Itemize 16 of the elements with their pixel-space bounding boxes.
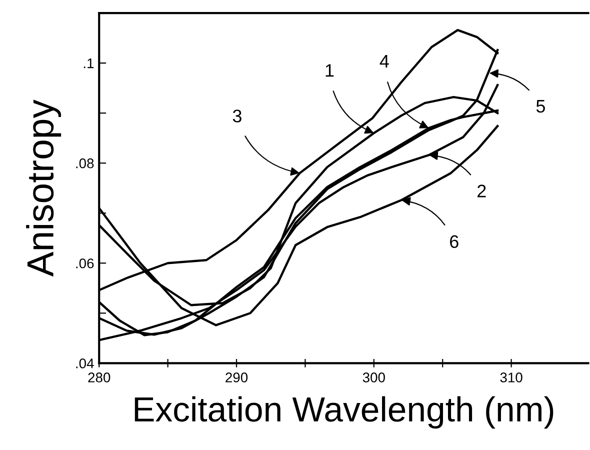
y-tick-label: .04 xyxy=(76,358,94,368)
annotation: 5 xyxy=(536,100,545,113)
y-tick-label: .08 xyxy=(76,158,94,168)
annotation: 2 xyxy=(478,184,486,198)
x-tick-label: 300 xyxy=(362,372,385,382)
annotation: 6 xyxy=(450,235,458,248)
annotation: 3 xyxy=(232,110,242,122)
x-tick-label: 310 xyxy=(500,372,522,382)
y-tick-label: .1 xyxy=(84,58,94,68)
y-tick-label: .06 xyxy=(76,258,94,268)
x-tick-label: 280 xyxy=(88,372,110,382)
annotation: 4 xyxy=(380,55,389,68)
x-tick-label: 290 xyxy=(226,372,248,382)
y-axis-title: Anisotropy xyxy=(26,100,62,277)
x-axis-title: Excitation Wavelength (nm) xyxy=(134,396,554,429)
annotation: 1 xyxy=(326,64,334,77)
